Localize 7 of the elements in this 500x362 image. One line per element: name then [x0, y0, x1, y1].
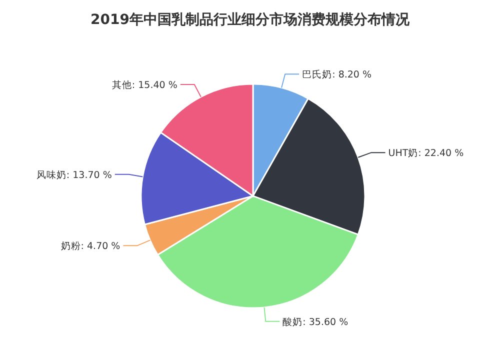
chart-title: 2019年中国乳制品行业细分市场消费规模分布情况 [90, 11, 410, 28]
slice-label: UHT奶: 22.40 % [388, 148, 464, 160]
slice-label: 酸奶: 35.60 % [282, 316, 348, 328]
slice-label: 巴氏奶: 8.20 % [302, 68, 372, 81]
slice-label: 其他: 15.40 % [112, 78, 178, 91]
slice-label: 风味奶: 13.70 % [36, 168, 112, 181]
slice-label: 奶粉: 4.70 % [60, 240, 120, 252]
